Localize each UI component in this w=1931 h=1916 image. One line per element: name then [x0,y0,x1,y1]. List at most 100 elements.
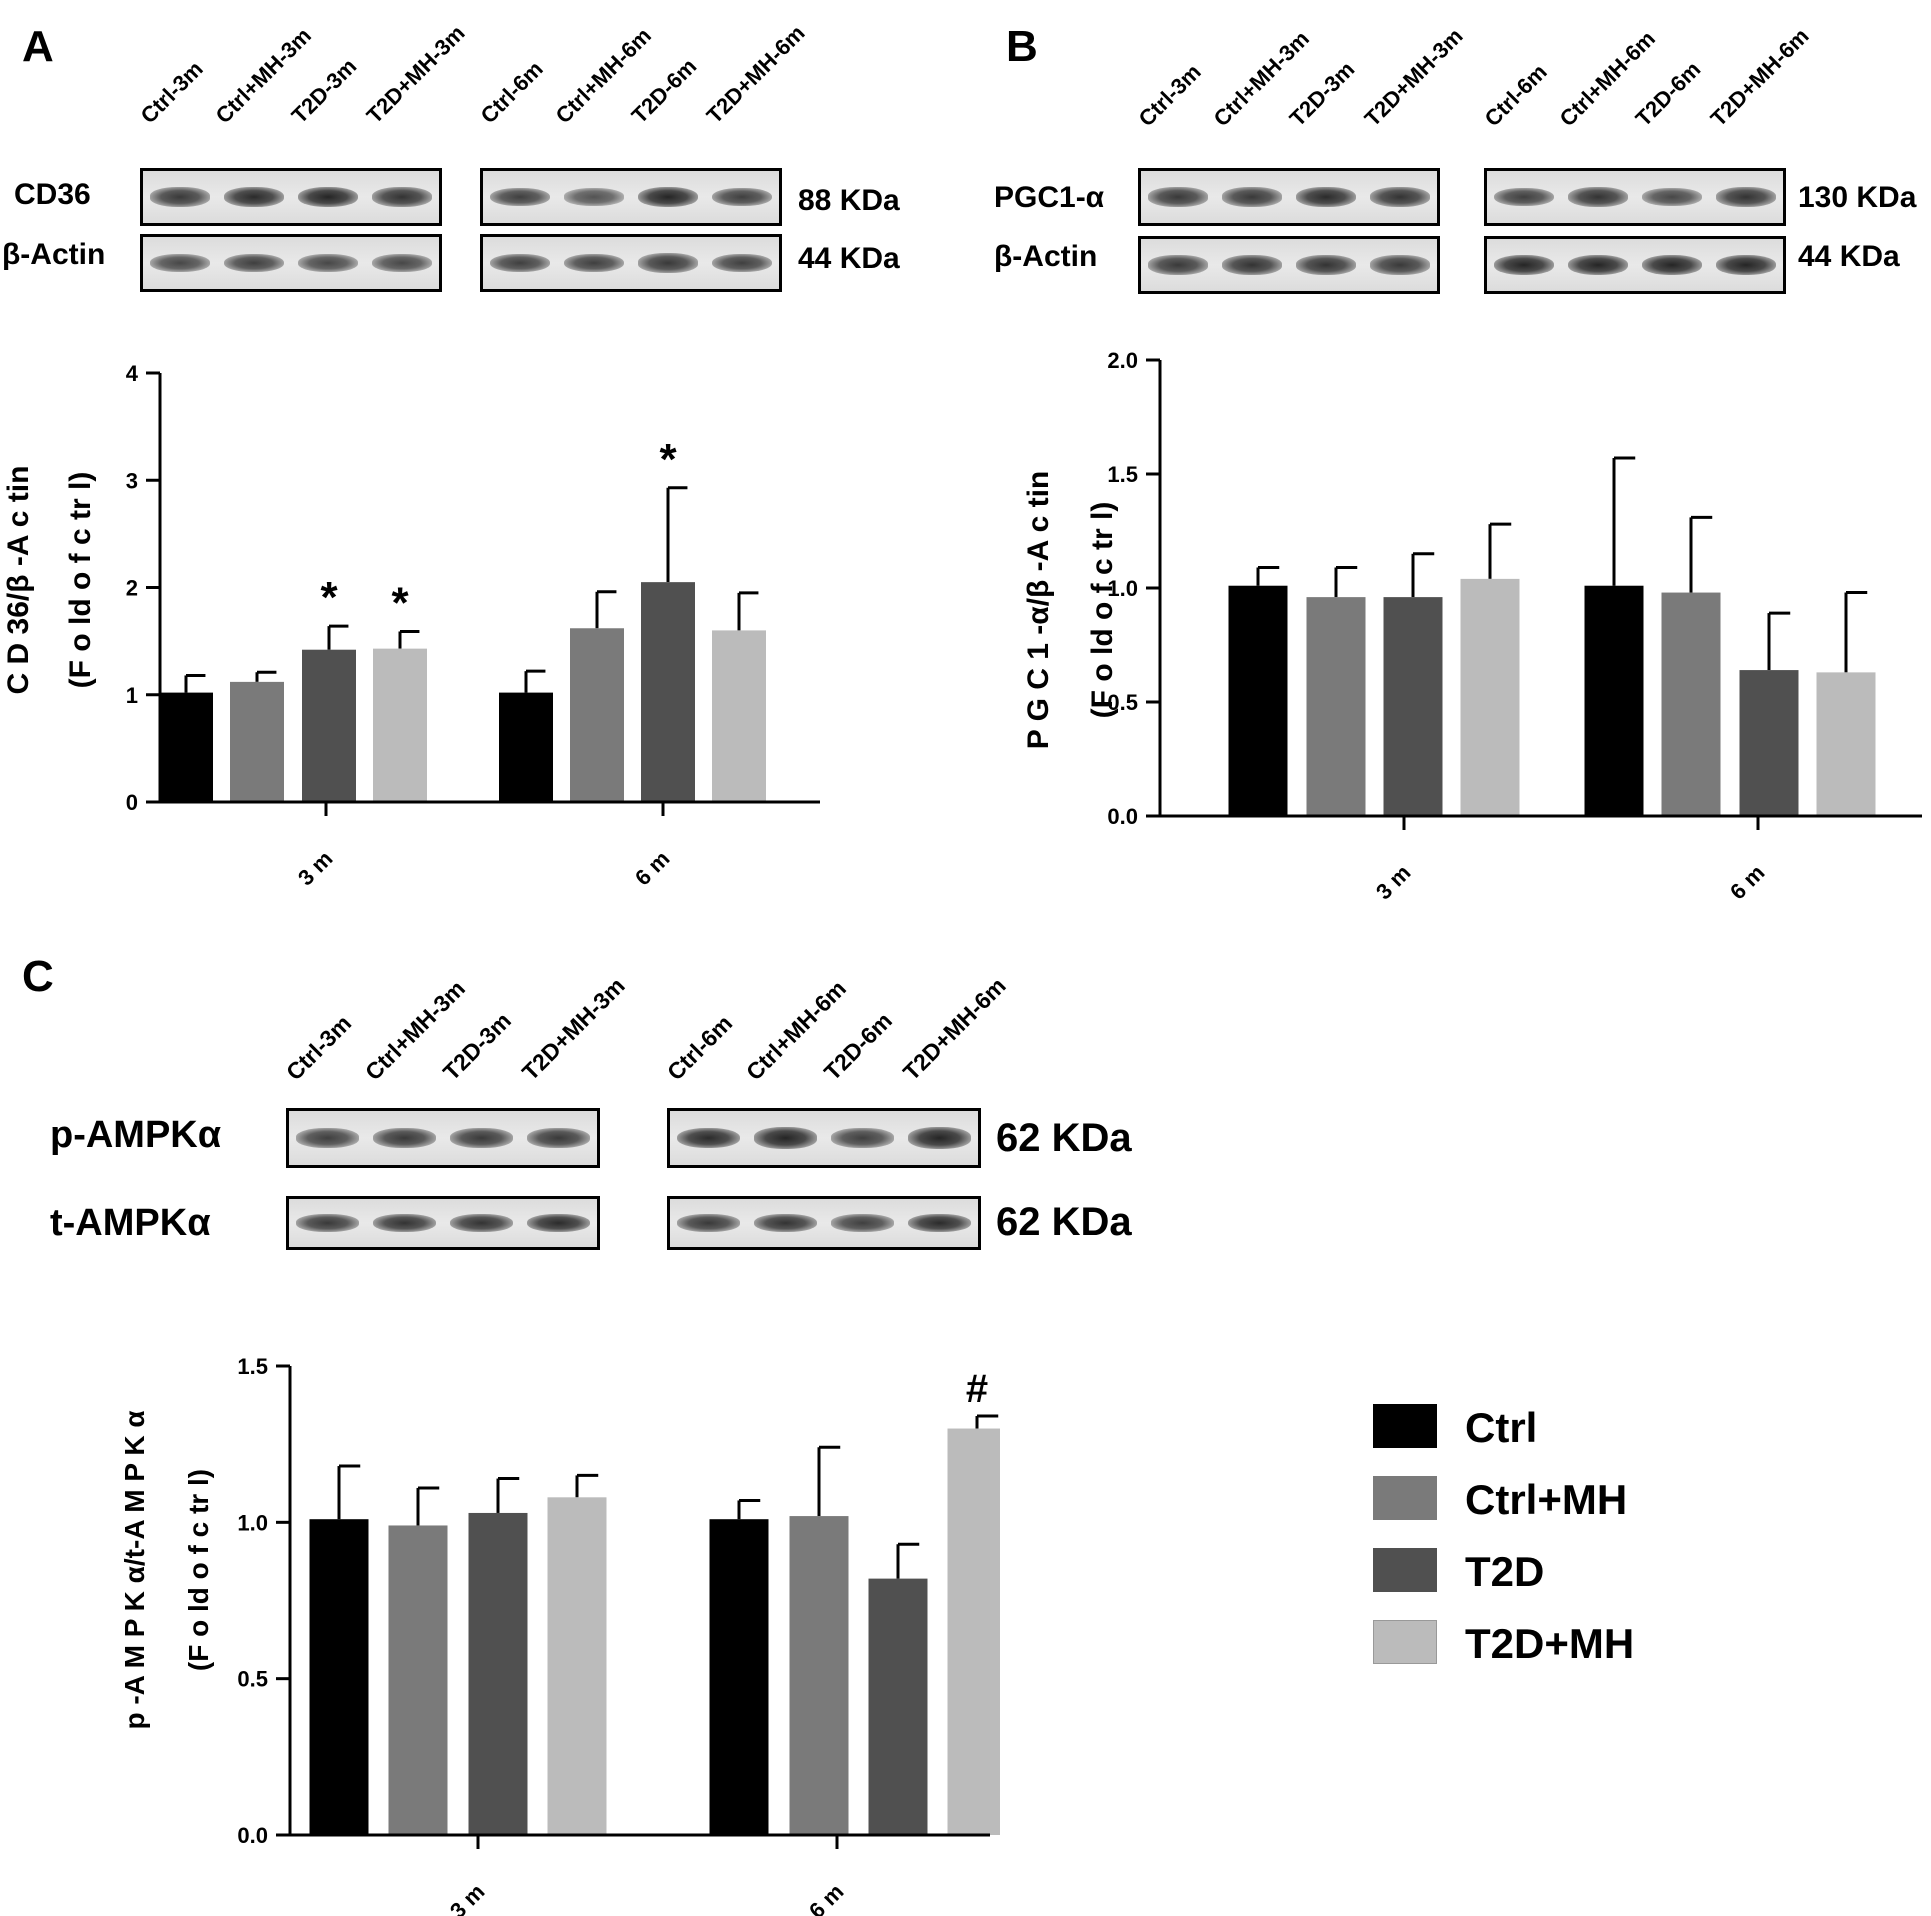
lane-label: Ctrl-3m [1133,59,1206,132]
blot-band [1715,254,1777,276]
blot-band [372,1213,437,1233]
blot-strip [480,234,782,292]
legend-label-t2d: T2D [1465,1548,1545,1595]
blot-band [1493,187,1555,207]
bar [159,692,213,802]
blot-band [449,1213,514,1233]
bar [641,582,695,802]
lane-label: T2D+MH-6m [701,20,810,129]
bar [1383,597,1443,816]
significance-marker: # [966,1367,988,1411]
molecular-weight-label: 62 KDa [996,1116,1132,1160]
blot-band [1221,255,1283,275]
legend: Ctrl Ctrl+MH T2D T2D+MH [1373,1404,1773,1704]
blot-band [676,1214,741,1232]
blot-band [1641,187,1703,207]
blot-band [563,253,625,273]
lane-label: Ctrl-6m [475,56,548,129]
bar [709,1519,769,1835]
blot-band [711,187,773,207]
bar [1460,578,1520,816]
y-tick-label: 0.0 [1107,804,1138,829]
x-tick-label: 6 m [1725,860,1769,904]
y-tick-label: 4 [126,361,139,386]
blot-band [1567,254,1629,276]
protein-label: PGC1-α [994,181,1105,214]
lane-label: Ctrl-6m [1479,59,1552,132]
blot-band [1295,255,1357,275]
legend-swatch-ctrl [1373,1404,1437,1448]
lane-label: T2D+MH-3m [361,20,470,129]
blot-band [907,1213,972,1233]
x-tick-label: 3 m [293,846,337,890]
y-axis-label-units: (F o ld o f c tr l) [1086,502,1119,719]
bar [388,1525,448,1835]
bar [1584,585,1644,816]
bar [230,681,284,802]
bar [570,628,624,802]
blot-band [711,253,773,273]
lane-label: T2D-3m [438,1007,517,1086]
legend-label-t2d-mh: T2D+MH [1465,1620,1635,1667]
bar [1816,672,1876,816]
blot-strip [1138,168,1440,226]
bar [789,1516,849,1835]
blot-band [1715,187,1777,207]
bar [1739,670,1799,816]
bar [868,1578,928,1835]
significance-marker: * [391,578,409,627]
lane-label: T2D-3m [1284,56,1359,132]
blot-band [830,1128,895,1148]
lane-label: Ctrl-3m [281,1009,357,1086]
bar [499,692,553,802]
blot-band [297,253,359,273]
y-tick-label: 2.0 [1107,348,1138,373]
blot-strip [667,1196,981,1250]
blot-band [297,186,359,208]
blot-strip [667,1108,981,1168]
significance-marker: * [659,435,677,484]
panel-label-a: A [22,22,54,71]
y-tick-label: 0.5 [237,1667,268,1692]
bar [712,630,766,802]
legend-label-ctrl-mh: Ctrl+MH [1465,1476,1628,1523]
blot-band [637,253,699,273]
lane-label: T2D+MH-6m [1705,23,1814,132]
blot-band [753,1127,818,1149]
bar [373,648,427,802]
blot-band [223,186,285,208]
blot-band [223,253,285,273]
bar [302,649,356,802]
blot-band [372,1128,437,1148]
blot-band [371,253,433,273]
blot-strip [1484,236,1786,294]
blot-band [295,1214,360,1232]
lane-label: T2D-6m [1630,56,1705,132]
lane-label: T2D+MH-3m [1359,23,1468,132]
lane-label: T2D-3m [286,53,361,129]
panel-label-c: C [22,952,54,1001]
bar [547,1497,607,1835]
blot-band [1369,187,1431,207]
panel-label-b: B [1006,22,1038,71]
x-tick-label: 6 m [804,1879,848,1916]
blot-band [1493,254,1555,276]
blot-band [526,1213,591,1233]
blot-strip [480,168,782,226]
blot-band [563,188,625,206]
bar [1661,592,1721,816]
bar-chart-ampk: 0.0 0.5 1.0 1.5 #3 m 6 m p -A M P K α/t-A M P … [119,1354,1000,1916]
y-tick-label: 3 [126,468,138,493]
blot-band [149,187,211,207]
blot-band [1641,254,1703,276]
molecular-weight-label: 130 KDa [1798,181,1917,214]
y-tick-label: 1.5 [237,1354,268,1379]
blot-band [1147,255,1209,275]
blot-band [295,1128,360,1148]
bar [309,1519,369,1835]
lane-label: Ctrl-6m [662,1009,738,1086]
x-tick-label: 6 m [630,846,674,890]
blot-strip [140,234,442,292]
bar [1306,597,1366,816]
blot-strip [286,1108,600,1168]
